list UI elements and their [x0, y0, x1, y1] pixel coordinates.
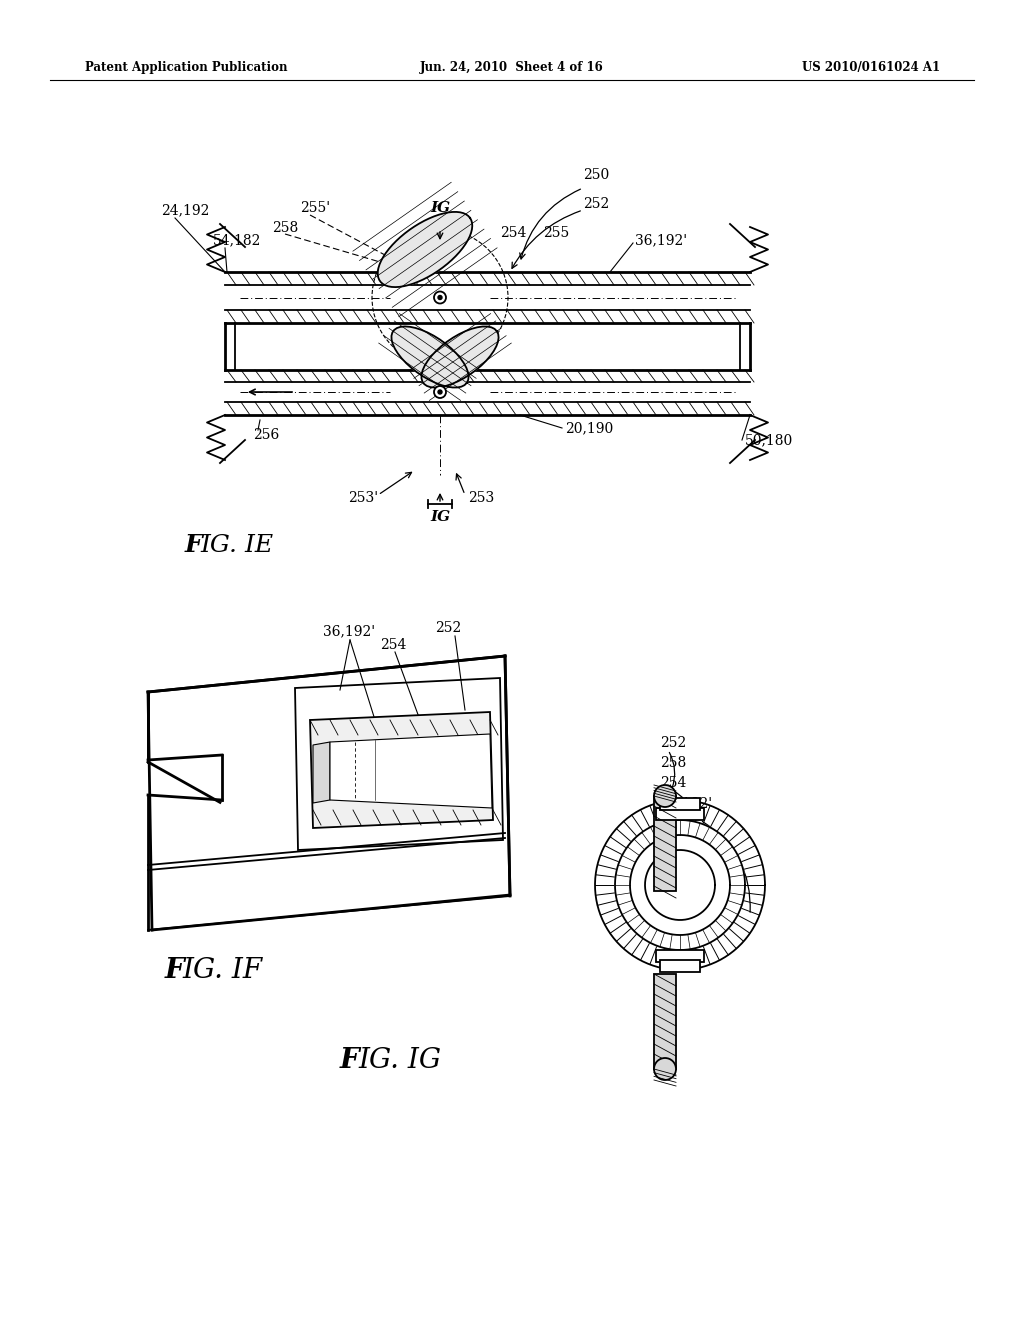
- Circle shape: [438, 389, 442, 393]
- Text: Jun. 24, 2010  Sheet 4 of 16: Jun. 24, 2010 Sheet 4 of 16: [420, 62, 604, 74]
- Text: F: F: [165, 957, 184, 983]
- Bar: [656, 808, 705, 820]
- Text: US 2010/0161024 A1: US 2010/0161024 A1: [802, 62, 940, 74]
- Bar: [660, 799, 700, 810]
- Polygon shape: [391, 326, 469, 388]
- Polygon shape: [630, 836, 730, 935]
- Text: 256: 256: [253, 428, 280, 442]
- Bar: [660, 960, 700, 972]
- Text: 250: 250: [583, 168, 609, 182]
- Text: IG. IG: IG. IG: [358, 1047, 441, 1073]
- Polygon shape: [422, 326, 499, 388]
- Text: 50,180: 50,180: [745, 433, 794, 447]
- Text: 36,192': 36,192': [635, 234, 687, 247]
- Text: F: F: [340, 1047, 359, 1073]
- Polygon shape: [645, 850, 715, 920]
- Text: 24,192: 24,192: [161, 203, 209, 216]
- Text: 36,192': 36,192': [323, 624, 375, 638]
- Bar: [654, 796, 676, 891]
- Bar: [656, 950, 705, 962]
- Text: 253: 253: [468, 491, 495, 506]
- Circle shape: [654, 785, 676, 807]
- Text: 254: 254: [380, 638, 407, 652]
- Text: 254: 254: [660, 776, 686, 789]
- Polygon shape: [310, 711, 493, 828]
- Text: 254: 254: [500, 226, 526, 240]
- Text: 255': 255': [300, 201, 330, 215]
- Circle shape: [438, 296, 442, 300]
- Text: 36,192': 36,192': [660, 796, 712, 810]
- Circle shape: [434, 292, 446, 304]
- Text: 20,190: 20,190: [565, 421, 613, 436]
- Bar: [654, 974, 676, 1069]
- Text: 258: 258: [272, 220, 298, 235]
- Text: IG. IE: IG. IE: [200, 533, 273, 557]
- Text: 252: 252: [660, 737, 686, 750]
- Text: 54,182: 54,182: [213, 234, 261, 247]
- Text: 255: 255: [543, 226, 569, 240]
- Text: IG. IF: IG. IF: [182, 957, 262, 983]
- Text: IG: IG: [430, 510, 451, 524]
- Polygon shape: [595, 800, 765, 970]
- Text: 258: 258: [660, 756, 686, 770]
- Text: 252: 252: [435, 620, 461, 635]
- Polygon shape: [378, 213, 472, 288]
- Polygon shape: [313, 742, 330, 803]
- Circle shape: [434, 385, 446, 399]
- Text: 252: 252: [583, 197, 609, 211]
- Text: Patent Application Publication: Patent Application Publication: [85, 62, 288, 74]
- Text: 253': 253': [348, 491, 378, 506]
- Text: F: F: [185, 533, 203, 557]
- Polygon shape: [330, 734, 492, 808]
- Text: IG: IG: [430, 201, 451, 215]
- Polygon shape: [615, 820, 745, 950]
- Circle shape: [654, 1059, 676, 1080]
